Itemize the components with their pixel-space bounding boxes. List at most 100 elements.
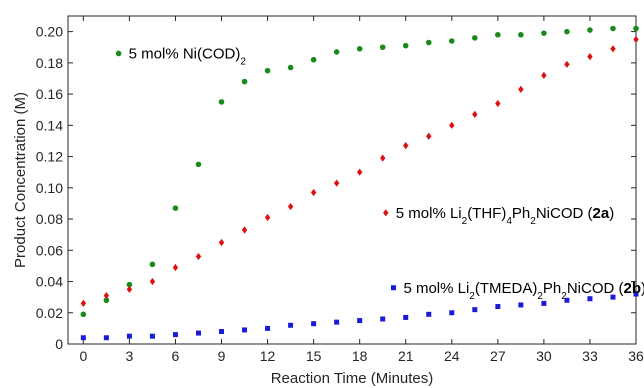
y-tick-label: 0 xyxy=(55,336,63,352)
data-point xyxy=(311,321,317,327)
data-point xyxy=(241,226,248,234)
data-point xyxy=(518,302,524,308)
data-point xyxy=(541,30,547,36)
data-point xyxy=(115,50,122,57)
series-2-points xyxy=(80,35,639,307)
plot-border xyxy=(67,15,637,345)
data-point xyxy=(383,209,389,217)
x-tick-label: 36 xyxy=(628,348,644,364)
label-part: ) xyxy=(641,280,644,297)
series-labels: 5 mol% Ni(COD)25 mol% Li2(THF)4Ph2NiCOD … xyxy=(115,45,644,301)
data-point xyxy=(80,335,86,341)
data-point xyxy=(587,296,593,302)
y-axis-label: Product Concentration (M) xyxy=(12,92,29,268)
data-point xyxy=(448,38,455,44)
data-point xyxy=(356,46,363,52)
label-part: Ph xyxy=(543,280,561,297)
data-point xyxy=(390,285,396,291)
y-tick-label: 0.04 xyxy=(36,274,63,290)
data-point xyxy=(495,31,501,38)
data-point xyxy=(172,263,179,272)
data-point xyxy=(380,154,386,162)
data-point xyxy=(610,294,616,300)
label-part: (THF) xyxy=(467,205,506,222)
x-tick-label: 18 xyxy=(352,348,368,364)
data-points xyxy=(80,25,639,341)
x-tick-label: 0 xyxy=(79,348,87,364)
data-point xyxy=(426,311,432,317)
data-point xyxy=(633,25,639,32)
x-tick-label: 3 xyxy=(126,348,134,364)
series-1-label: 5 mol% Ni(COD)2 xyxy=(129,45,247,67)
y-tick-label: 0.12 xyxy=(36,149,63,165)
label-part: 2 xyxy=(469,290,475,301)
data-point xyxy=(264,213,271,222)
data-point xyxy=(564,297,570,303)
x-tick-label: 27 xyxy=(490,348,506,364)
data-point xyxy=(333,49,340,55)
series-1-points xyxy=(80,25,639,318)
y-tick-label: 0.18 xyxy=(36,55,63,71)
label-part: 2b xyxy=(624,280,642,297)
label-part: NiCOD ( xyxy=(567,280,624,297)
data-point xyxy=(172,332,178,338)
data-point xyxy=(518,85,524,94)
data-point xyxy=(472,110,478,118)
axis-ticks: 0 3 6 9 12 15 18 21 24 27 30 33 3600.020.040.060.080… xyxy=(36,16,644,364)
x-tick-label: 12 xyxy=(260,348,276,364)
data-point xyxy=(172,205,179,211)
data-point xyxy=(287,202,294,211)
data-point xyxy=(195,330,201,336)
series-2-label: 5 mol% Li2(THF)4Ph2NiCOD (2a) xyxy=(396,205,614,227)
data-point xyxy=(149,261,156,268)
data-point xyxy=(287,64,294,71)
label-part: 5 mol% Li xyxy=(396,205,462,222)
data-point xyxy=(380,316,386,322)
label-part: 2 xyxy=(537,290,543,301)
data-point xyxy=(541,300,547,306)
data-point xyxy=(518,31,524,38)
x-tick-label: 21 xyxy=(398,348,414,364)
label-part: ) xyxy=(609,205,614,222)
label-part: 2 xyxy=(561,290,567,301)
label-part: 5 mol% Li xyxy=(403,280,469,297)
data-point xyxy=(219,329,225,335)
x-tick-label: 30 xyxy=(536,348,552,364)
x-tick-label: 9 xyxy=(218,348,226,364)
data-point xyxy=(149,277,156,286)
label-part: 2 xyxy=(240,56,246,67)
data-point xyxy=(103,335,109,341)
data-point xyxy=(495,99,501,108)
data-point xyxy=(610,45,616,53)
series-3-points xyxy=(80,291,639,341)
data-point xyxy=(403,142,409,150)
x-axis-label: Reaction Time (Minutes) xyxy=(271,370,434,387)
label-part: 2a xyxy=(593,205,610,222)
data-point xyxy=(149,333,155,339)
data-point xyxy=(472,307,478,313)
data-point xyxy=(103,297,110,304)
data-point xyxy=(265,325,271,331)
y-tick-label: 0.20 xyxy=(36,24,63,40)
data-point xyxy=(103,291,110,300)
data-point xyxy=(633,291,639,297)
data-point xyxy=(564,28,570,35)
data-point xyxy=(402,42,409,49)
y-tick-label: 0.06 xyxy=(36,242,63,258)
y-tick-label: 0.08 xyxy=(36,211,63,227)
label-part: 5 mol% Ni(COD) xyxy=(129,45,241,62)
data-point xyxy=(379,44,386,51)
y-tick-label: 0.14 xyxy=(36,117,63,133)
data-point xyxy=(195,252,202,261)
data-point xyxy=(357,318,363,324)
label-part: NiCOD ( xyxy=(536,205,593,222)
data-point xyxy=(80,311,87,318)
x-tick-label: 6 xyxy=(172,348,180,364)
data-point xyxy=(264,67,271,74)
y-tick-label: 0.10 xyxy=(36,180,63,196)
data-point xyxy=(126,281,133,288)
data-point xyxy=(242,327,248,333)
x-tick-label: 24 xyxy=(444,348,460,364)
label-part: 2 xyxy=(530,215,536,226)
x-tick-label: 15 xyxy=(306,348,322,364)
